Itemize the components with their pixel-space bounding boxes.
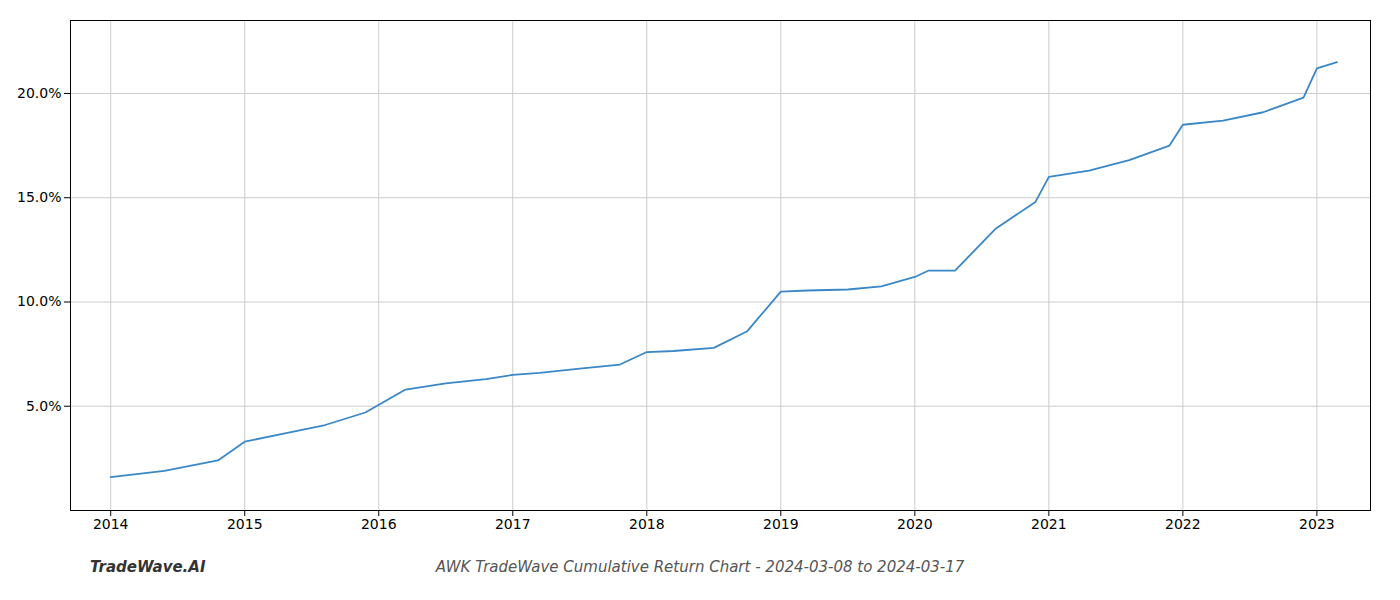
html-text:AWK TradeWave Cumulative Retur: AWK TradeWave Cumulative Return Chart - …	[435, 558, 965, 576]
svg-text:2016: 2016	[361, 516, 397, 532]
svg-text:2020: 2020	[897, 516, 933, 532]
svg-text:2019: 2019	[763, 516, 799, 532]
svg-text:2018: 2018	[629, 516, 665, 532]
svg-text:2017: 2017	[495, 516, 531, 532]
svg-text:2015: 2015	[227, 516, 263, 532]
svg-text:2023: 2023	[1299, 516, 1335, 532]
svg-text:10.0%: 10.0%	[17, 293, 61, 309]
html-text:TradeWave.AI: TradeWave.AI	[90, 558, 206, 576]
svg-text:5.0%: 5.0%	[26, 398, 62, 414]
svg-text:2021: 2021	[1031, 516, 1067, 532]
svg-text:2022: 2022	[1165, 516, 1201, 532]
svg-text:2014: 2014	[93, 516, 129, 532]
svg-text:15.0%: 15.0%	[17, 189, 61, 205]
svg-text:20.0%: 20.0%	[17, 85, 61, 101]
